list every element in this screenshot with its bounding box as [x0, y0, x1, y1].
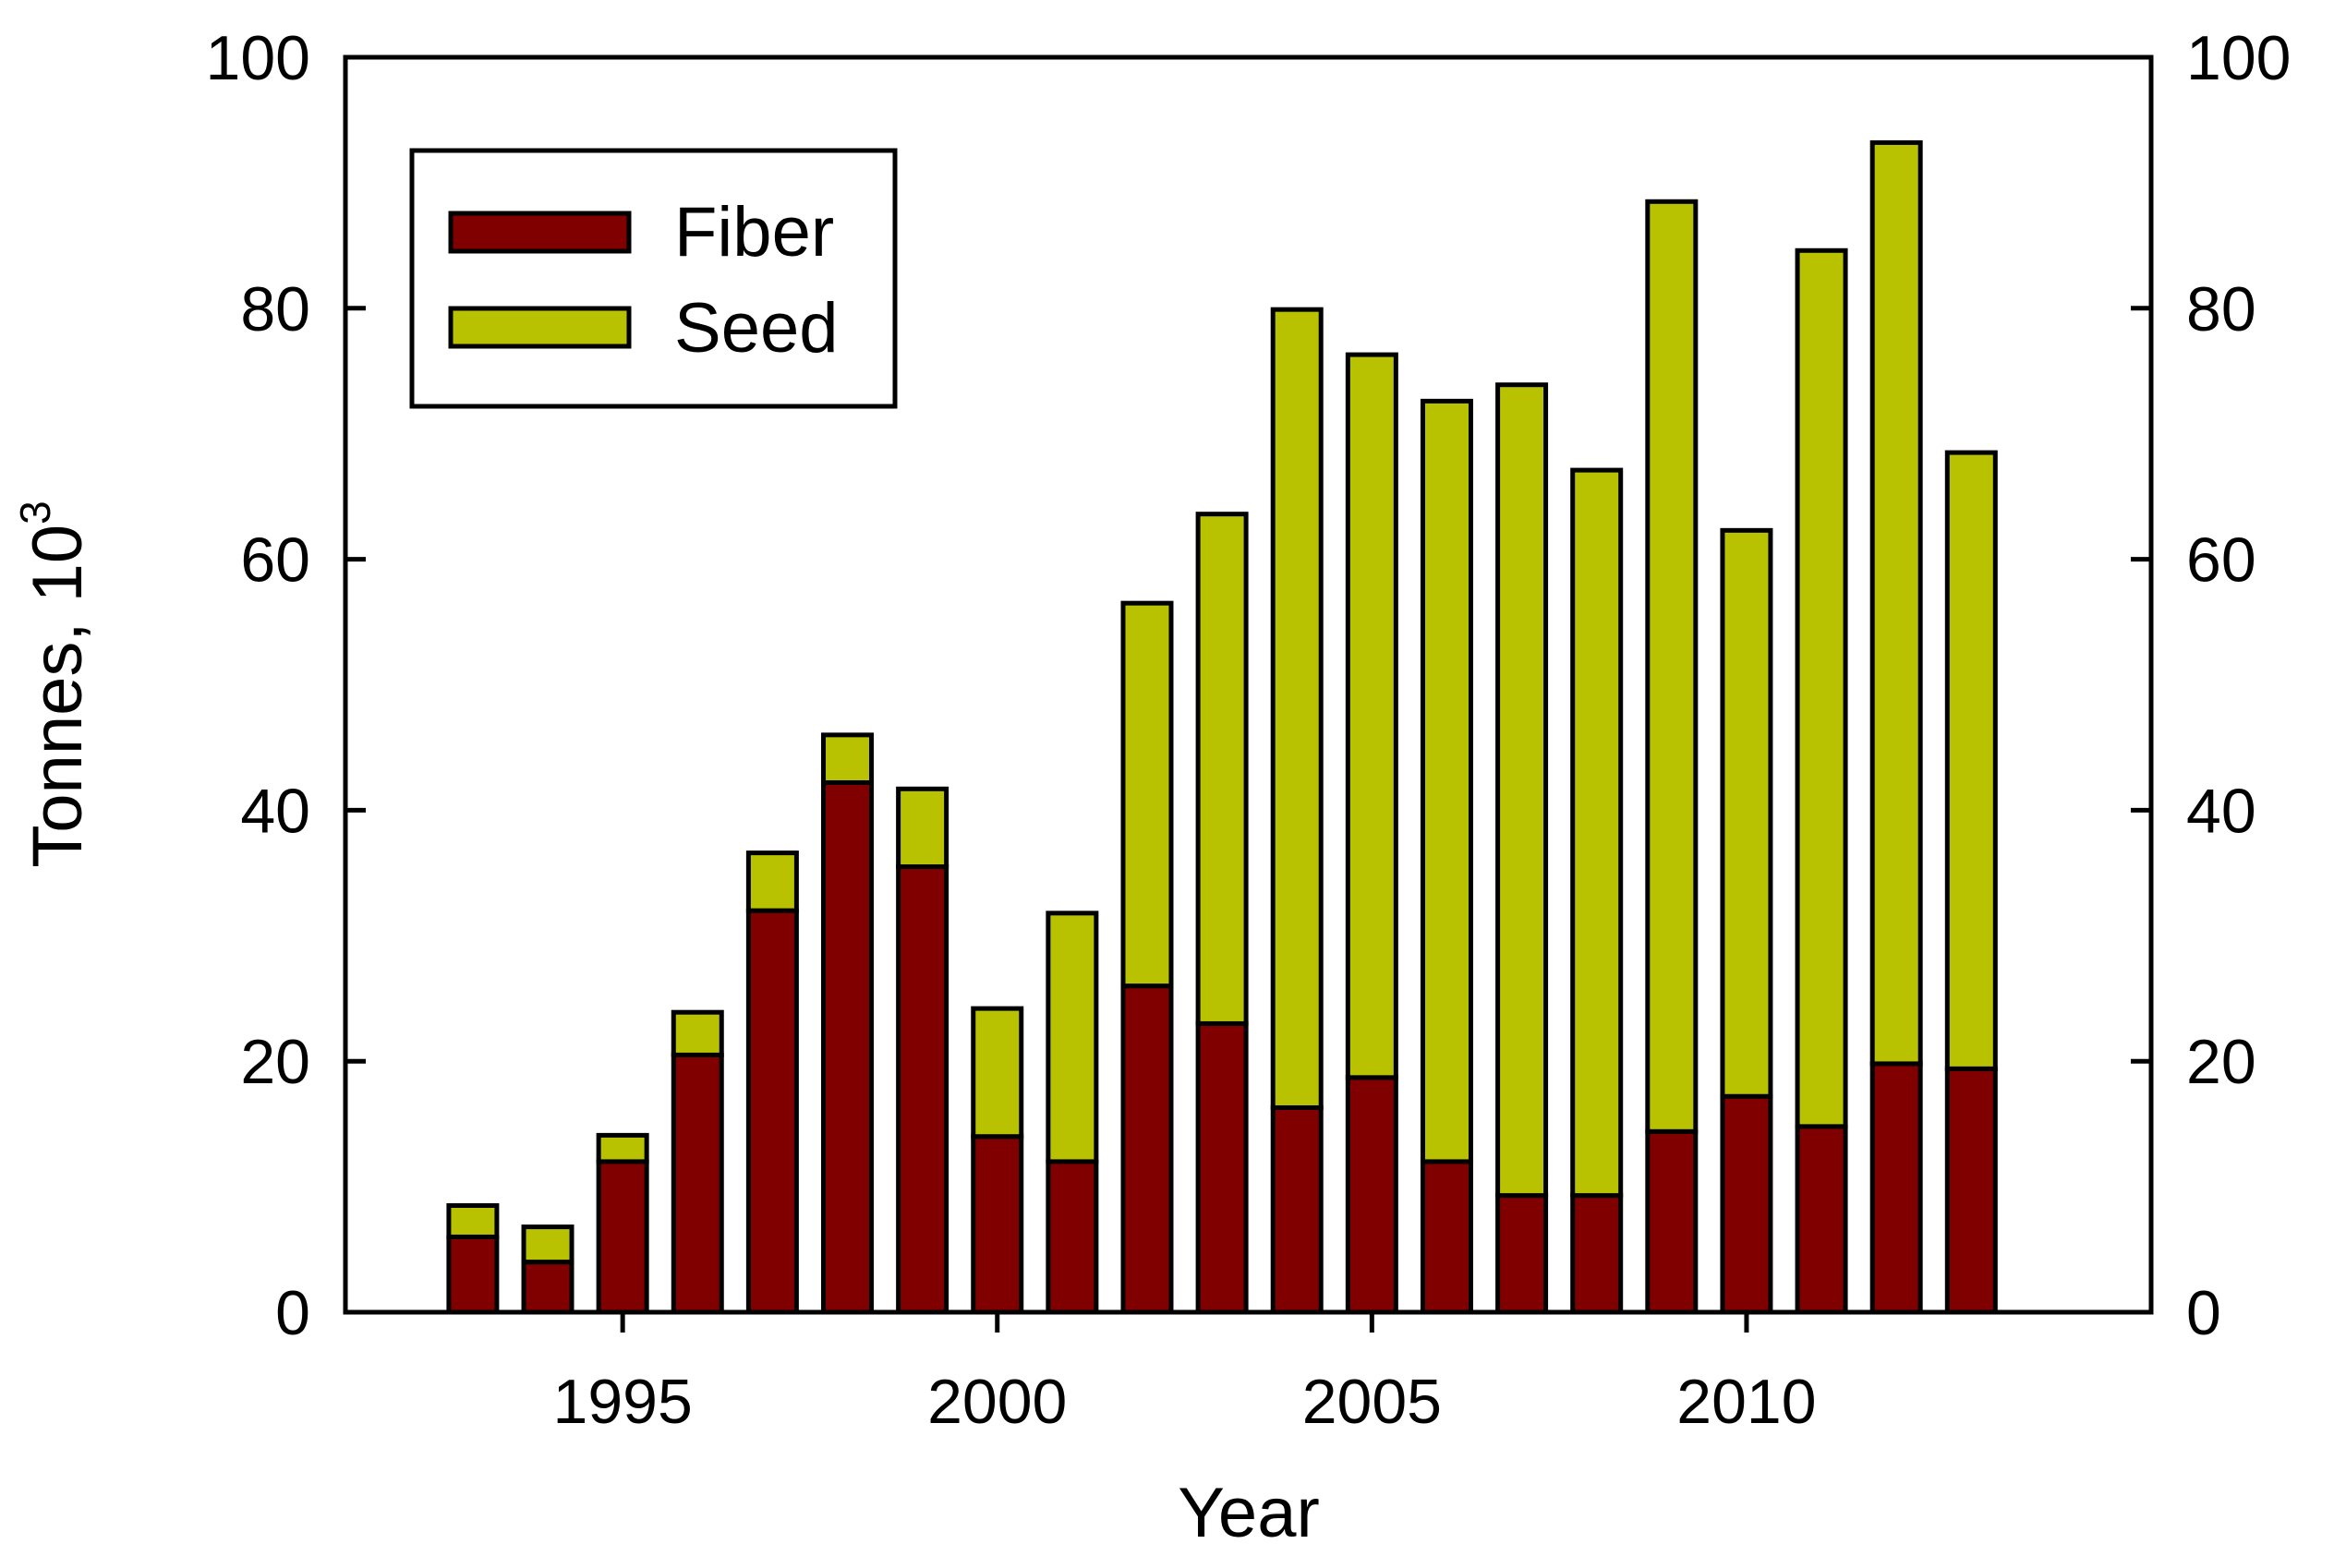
bar-fiber-2010: [1720, 1093, 1773, 1315]
legend-swatch-seed: [448, 306, 632, 349]
bar-seed-2001: [1046, 911, 1099, 1164]
bar-seed-2012: [1869, 139, 1923, 1067]
bar-seed-2013: [1944, 450, 1998, 1071]
ticks-group: 0 0 20 20 40 40 60 60 80 80 100 100 1995 2000 2005 2010: [206, 23, 2292, 1437]
y-tick-label-left-20: 20: [240, 1027, 310, 1097]
x-tick-label-2000: 2000: [927, 1367, 1067, 1437]
y-tick-label-left-100: 100: [206, 23, 310, 93]
bar-fiber-2004: [1270, 1104, 1324, 1315]
bar-seed-2004: [1270, 307, 1324, 1110]
bar-seed-1994: [521, 1224, 574, 1265]
y-tick-label-right-0: 0: [2186, 1278, 2221, 1348]
bar-seed-2002: [1120, 600, 1174, 989]
y-tick-label-right-80: 80: [2186, 274, 2256, 344]
bar-fiber-2012: [1869, 1061, 1923, 1315]
bar-seed-1996: [671, 1009, 724, 1057]
y-tick-label-left-0: 0: [275, 1278, 310, 1348]
x-axis-label: Year: [1178, 1474, 1320, 1552]
y-axis-label: Tonnes, 103: [11, 501, 97, 867]
x-tick-label-1995: 1995: [553, 1367, 693, 1437]
bars-group: [446, 139, 1998, 1315]
bar-fiber-2009: [1645, 1128, 1699, 1315]
bar-fiber-1996: [671, 1052, 724, 1315]
bar-seed-1995: [596, 1132, 649, 1164]
y-tick-label-left-80: 80: [240, 274, 310, 344]
y-tick-label-left-40: 40: [240, 776, 310, 846]
legend-label-seed: Seed: [674, 289, 839, 368]
bar-fiber-2003: [1195, 1020, 1249, 1315]
bar-fiber-1994: [521, 1260, 574, 1315]
bar-fiber-1995: [596, 1159, 649, 1315]
x-tick-label-2010: 2010: [1676, 1367, 1816, 1437]
y-tick-label-left-60: 60: [240, 525, 310, 596]
bar-fiber-2005: [1345, 1075, 1398, 1315]
bar-fiber-2008: [1570, 1193, 1624, 1315]
bar-fiber-1993: [446, 1234, 500, 1315]
bar-fiber-2006: [1420, 1159, 1473, 1315]
bar-seed-2007: [1495, 382, 1549, 1199]
bar-seed-2005: [1345, 352, 1398, 1080]
legend-swatch-fiber: [448, 211, 632, 254]
bar-seed-1998: [821, 732, 875, 786]
y-axis-label-main: Tonnes, 10: [18, 525, 97, 868]
bar-fiber-2002: [1120, 983, 1174, 1315]
legend: Fiber Seed: [409, 148, 898, 409]
bar-fiber-2007: [1495, 1193, 1549, 1315]
y-axis-label-superscript: 3: [11, 501, 59, 525]
y-tick-label-right-100: 100: [2186, 23, 2291, 93]
bar-seed-2000: [971, 1006, 1024, 1140]
x-tick-label-2005: 2005: [1302, 1367, 1442, 1437]
legend-label-fiber: Fiber: [674, 193, 834, 271]
bar-seed-1993: [446, 1202, 500, 1239]
bar-seed-2011: [1795, 247, 1848, 1129]
bar-seed-1997: [745, 850, 799, 913]
bar-seed-2010: [1720, 527, 1773, 1099]
bar-seed-2008: [1570, 467, 1624, 1199]
bar-seed-2009: [1645, 199, 1699, 1134]
bar-fiber-1999: [896, 864, 949, 1315]
bar-fiber-1998: [821, 780, 875, 1315]
bar-seed-2006: [1420, 398, 1473, 1164]
bar-fiber-1997: [745, 908, 799, 1315]
y-tick-label-right-60: 60: [2186, 525, 2256, 596]
bar-fiber-2013: [1944, 1066, 1998, 1315]
y-tick-label-right-40: 40: [2186, 776, 2256, 846]
bar-fiber-2001: [1046, 1159, 1099, 1315]
legend-box: [409, 148, 898, 409]
bar-fiber-2000: [971, 1134, 1024, 1315]
bar-seed-2003: [1195, 512, 1249, 1026]
y-tick-label-right-20: 20: [2186, 1027, 2256, 1097]
bar-fiber-2011: [1795, 1124, 1848, 1315]
bar-seed-1999: [896, 786, 949, 870]
